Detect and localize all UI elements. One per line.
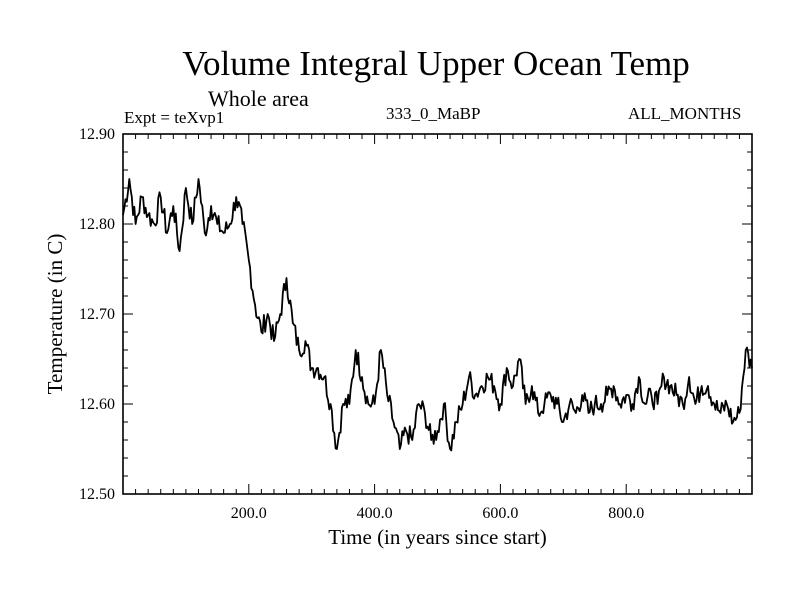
chart-title: Volume Integral Upper Ocean Temp [182, 44, 690, 83]
y-tick-label: 12.80 [79, 216, 115, 233]
chart-subtitle: Whole area [208, 86, 309, 111]
y-tick-label: 12.70 [79, 306, 115, 323]
x-tick-label: 400.0 [357, 505, 393, 522]
y-tick-label: 12.60 [79, 396, 115, 413]
x-axis-label: Time (in years since start) [328, 525, 547, 549]
experiment-label: Expt = teXvp1 [124, 108, 225, 127]
x-tick-label: 200.0 [231, 505, 267, 522]
run-label: 333_0_MaBP [386, 104, 481, 123]
x-tick-label: 800.0 [608, 505, 644, 522]
y-axis-label: Temperature (in C) [43, 234, 67, 395]
y-tick-label: 12.50 [79, 486, 115, 503]
x-tick-label: 600.0 [482, 505, 518, 522]
months-label: ALL_MONTHS [628, 104, 742, 123]
series-line-teXvp1 [122, 178, 753, 452]
y-tick-label: 12.90 [79, 126, 115, 143]
plot-frame [122, 133, 753, 495]
